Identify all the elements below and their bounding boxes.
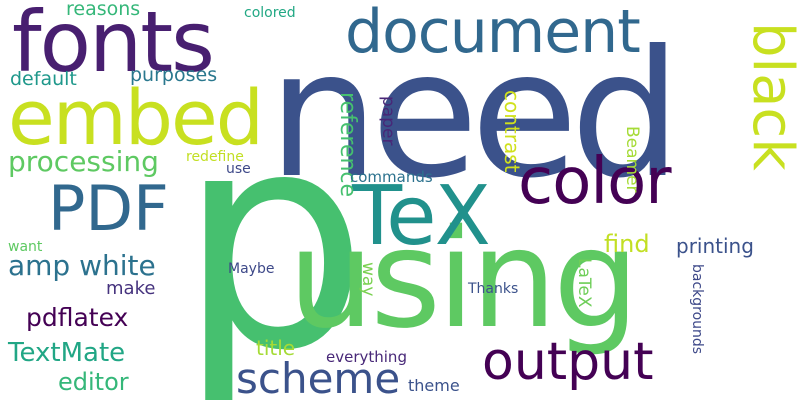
- word-contrast: contrast: [500, 90, 524, 173]
- word-document: document: [345, 0, 641, 67]
- word-printing: printing: [676, 234, 754, 258]
- word-backgrounds: backgrounds: [689, 264, 705, 355]
- word-thanks: Thanks: [468, 281, 519, 297]
- word-latex: LaTeX: [574, 258, 594, 308]
- word-colored: colored: [244, 5, 296, 21]
- word-paper: paper: [378, 96, 398, 146]
- word-need: need: [268, 14, 681, 217]
- word-want: want: [8, 239, 43, 255]
- word-redefine: redefine: [186, 149, 244, 165]
- word-maybe: Maybe: [228, 261, 275, 277]
- word-purposes: purposes: [130, 64, 218, 86]
- word-everything: everything: [326, 348, 407, 366]
- word-reasons: reasons: [66, 0, 141, 20]
- word-p: p: [178, 67, 368, 400]
- word-theme: theme: [408, 376, 460, 395]
- word-textmate: TextMate: [8, 338, 126, 368]
- word-processing: processing: [8, 145, 159, 178]
- word-embed: embed: [8, 73, 264, 162]
- word-commands: commands: [350, 168, 433, 186]
- word-scheme: scheme: [236, 354, 401, 400]
- word-way: way: [358, 262, 378, 297]
- word-color: color: [518, 145, 672, 219]
- word-beamer: Beamer: [622, 126, 642, 193]
- word-black: black: [740, 22, 800, 171]
- word-title: title: [256, 336, 296, 360]
- word-fonts: fonts: [12, 0, 215, 91]
- word-pdf: PDF: [48, 172, 169, 245]
- word-make: make: [106, 278, 156, 299]
- word-editor: editor: [58, 368, 129, 396]
- word-using: using: [288, 201, 639, 359]
- word-amp-white: amp white: [8, 249, 156, 282]
- word-output: output: [482, 332, 654, 392]
- word-use: use: [226, 161, 251, 177]
- word-pdflatex: pdflatex: [26, 303, 129, 332]
- word-default: default: [10, 68, 77, 90]
- word-find: find: [604, 230, 650, 258]
- word-tex: TeX: [352, 169, 491, 264]
